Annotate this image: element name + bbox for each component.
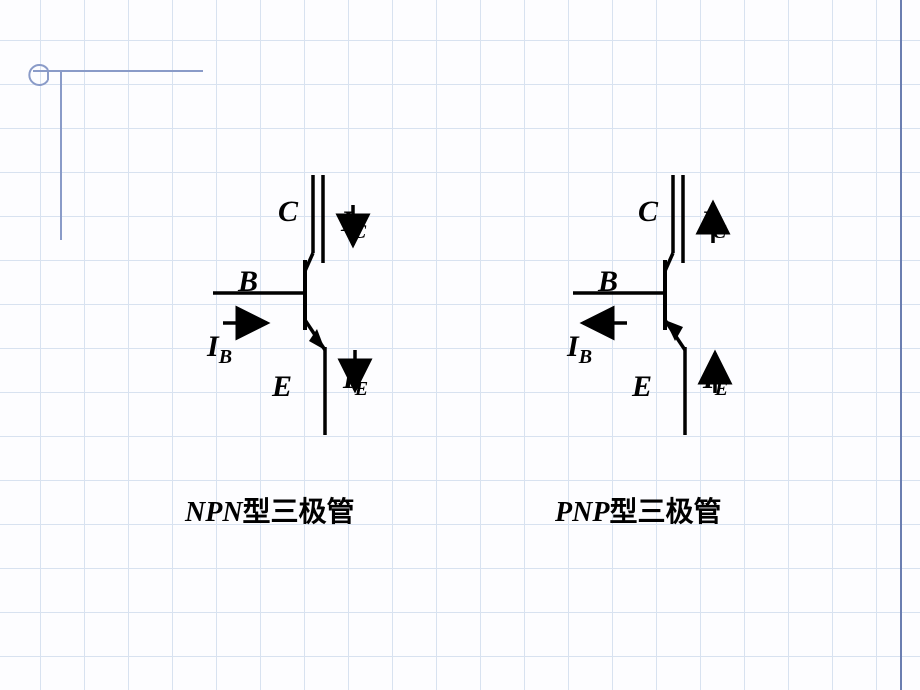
- npn-ie-label: IE: [343, 362, 368, 401]
- pnp-ic-label: IC: [701, 205, 726, 244]
- pnp-ib-label: IB: [567, 330, 592, 369]
- pnp-e-label: E: [632, 370, 652, 404]
- npn-b-label: B: [238, 265, 258, 299]
- right-rule: [900, 0, 902, 690]
- npn-ib-label: IB: [207, 330, 232, 369]
- grid-background: [0, 0, 920, 690]
- pnp-c-label: C: [638, 195, 658, 229]
- pnp-ie-label: IE: [703, 362, 728, 401]
- pnp-b-label: B: [598, 265, 618, 299]
- npn-c-label: C: [278, 195, 298, 229]
- npn-ic-label: IC: [341, 205, 366, 244]
- pnp-caption: PNP型三极管: [555, 490, 721, 530]
- npn-caption: NPN型三极管: [185, 490, 355, 530]
- npn-e-label: E: [272, 370, 292, 404]
